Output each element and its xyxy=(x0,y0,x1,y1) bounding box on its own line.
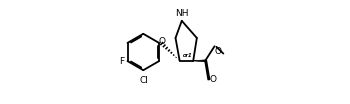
Polygon shape xyxy=(193,60,205,62)
Text: F: F xyxy=(119,57,125,66)
Text: or1: or1 xyxy=(182,53,192,58)
Text: Cl: Cl xyxy=(139,76,148,85)
Text: O: O xyxy=(215,47,222,56)
Text: O: O xyxy=(209,75,216,84)
Text: O: O xyxy=(158,37,165,46)
Text: or1: or1 xyxy=(182,53,192,58)
Text: NH: NH xyxy=(175,9,189,17)
